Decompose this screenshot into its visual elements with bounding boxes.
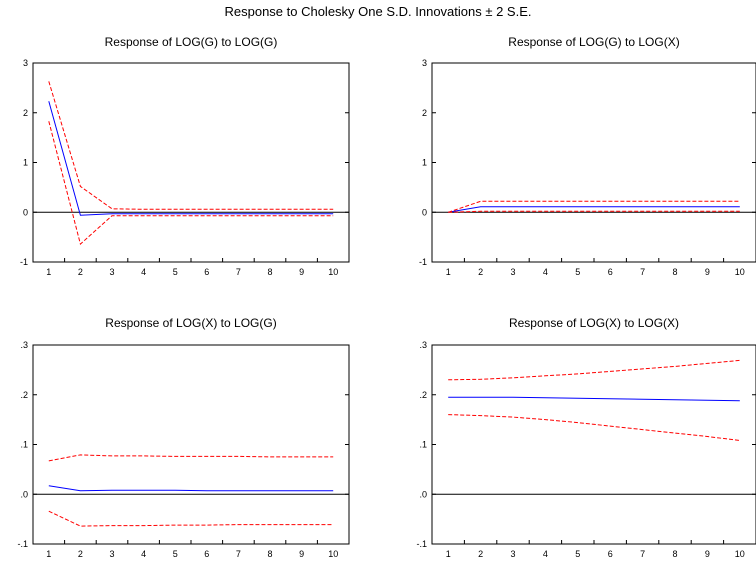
irf-panel-3: Response of LOG(X) to LOG(G) -.1 .0 .1 .2 .3 1… (17, 316, 350, 559)
y-tick-label: -1 (20, 257, 28, 267)
y-tick-label: 0 (422, 207, 427, 217)
x-tick-label: 2 (78, 549, 83, 559)
figure-title: Response to Cholesky One S.D. Innovation… (224, 4, 532, 19)
x-tick-label: 5 (575, 267, 580, 277)
series-lower-line (448, 414, 740, 441)
y-tick-label: 0 (23, 207, 28, 217)
x-tick-label: 4 (141, 267, 146, 277)
series-response-line (48, 101, 334, 216)
x-tick-label: 9 (299, 267, 304, 277)
x-tick-label: 3 (109, 549, 114, 559)
x-tick-label: 10 (328, 267, 338, 277)
x-tick-label: 2 (78, 267, 83, 277)
y-tick-label: .0 (20, 489, 28, 499)
x-tick-label: 4 (543, 549, 548, 559)
x-tick-label: 9 (299, 549, 304, 559)
panel-title: Response of LOG(G) to LOG(G) (105, 35, 278, 49)
y-tick-label: .3 (419, 340, 427, 350)
y-tick-label: 3 (422, 58, 427, 68)
x-tick-label: 1 (446, 549, 451, 559)
series-upper-line (48, 81, 334, 210)
panel-title: Response of LOG(X) to LOG(G) (105, 316, 276, 330)
y-tick-label: .2 (419, 390, 427, 400)
series-response-line (48, 485, 334, 492)
y-tick-label: .0 (419, 489, 427, 499)
x-tick-label: 8 (267, 267, 272, 277)
y-tick-label: .3 (20, 340, 28, 350)
plot-frame (32, 344, 350, 545)
series-upper-line (48, 454, 334, 462)
y-tick-label: .2 (20, 390, 28, 400)
irf-panel-2: Response of LOG(G) to LOG(X) -1 0 1 2 3 1 2 3 4 5 6… (419, 35, 756, 277)
y-tick-label: -1 (419, 257, 427, 267)
x-tick-label: 10 (328, 549, 338, 559)
x-tick-label: 8 (672, 549, 677, 559)
x-tick-label: 6 (608, 267, 613, 277)
x-tick-label: 10 (735, 267, 745, 277)
x-tick-label: 2 (478, 549, 483, 559)
series-upper-line (448, 359, 740, 381)
x-tick-label: 1 (446, 267, 451, 277)
y-tick-label: -.1 (17, 539, 28, 549)
x-tick-label: 3 (510, 549, 515, 559)
y-tick-label: 2 (422, 108, 427, 118)
y-tick-label: 1 (23, 158, 28, 168)
plot-frame (431, 62, 756, 263)
x-tick-label: 8 (672, 267, 677, 277)
x-tick-label: 9 (705, 267, 710, 277)
x-tick-label: 1 (46, 267, 51, 277)
irf-panel-1: Response of LOG(G) to LOG(G) -1 0 1 2 3 1 2 3 4 5 6… (20, 35, 350, 277)
plot-frame (32, 62, 350, 263)
x-tick-label: 1 (46, 549, 51, 559)
x-tick-label: 7 (640, 549, 645, 559)
series-lower-line (48, 121, 334, 246)
x-tick-label: 7 (236, 267, 241, 277)
x-tick-label: 6 (608, 549, 613, 559)
x-tick-label: 5 (173, 549, 178, 559)
x-tick-label: 7 (640, 267, 645, 277)
plot-frame (431, 344, 756, 545)
series-response-line (448, 396, 740, 402)
x-tick-label: 10 (735, 549, 745, 559)
series-upper-line (448, 200, 740, 213)
x-tick-label: 4 (543, 267, 548, 277)
y-tick-label: .1 (419, 440, 427, 450)
x-tick-label: 9 (705, 549, 710, 559)
x-tick-label: 6 (204, 549, 209, 559)
series-lower-line (448, 210, 740, 213)
x-tick-label: 7 (236, 549, 241, 559)
y-tick-label: -.1 (416, 539, 427, 549)
panel-title: Response of LOG(G) to LOG(X) (508, 35, 679, 49)
x-tick-label: 8 (267, 549, 272, 559)
x-tick-label: 2 (478, 267, 483, 277)
y-tick-label: 1 (422, 158, 427, 168)
series-lower-line (48, 510, 334, 527)
panel-title: Response of LOG(X) to LOG(X) (509, 316, 679, 330)
y-tick-label: .1 (20, 440, 28, 450)
x-tick-label: 3 (510, 267, 515, 277)
x-tick-label: 4 (141, 549, 146, 559)
x-tick-label: 3 (109, 267, 114, 277)
y-tick-label: 2 (23, 108, 28, 118)
irf-panel-4: Response of LOG(X) to LOG(X) -.1 .0 .1 .2 .3 1… (416, 316, 756, 559)
x-tick-label: 5 (173, 267, 178, 277)
x-tick-label: 5 (575, 549, 580, 559)
series-response-line (448, 206, 740, 213)
x-tick-label: 6 (204, 267, 209, 277)
y-tick-label: 3 (23, 58, 28, 68)
